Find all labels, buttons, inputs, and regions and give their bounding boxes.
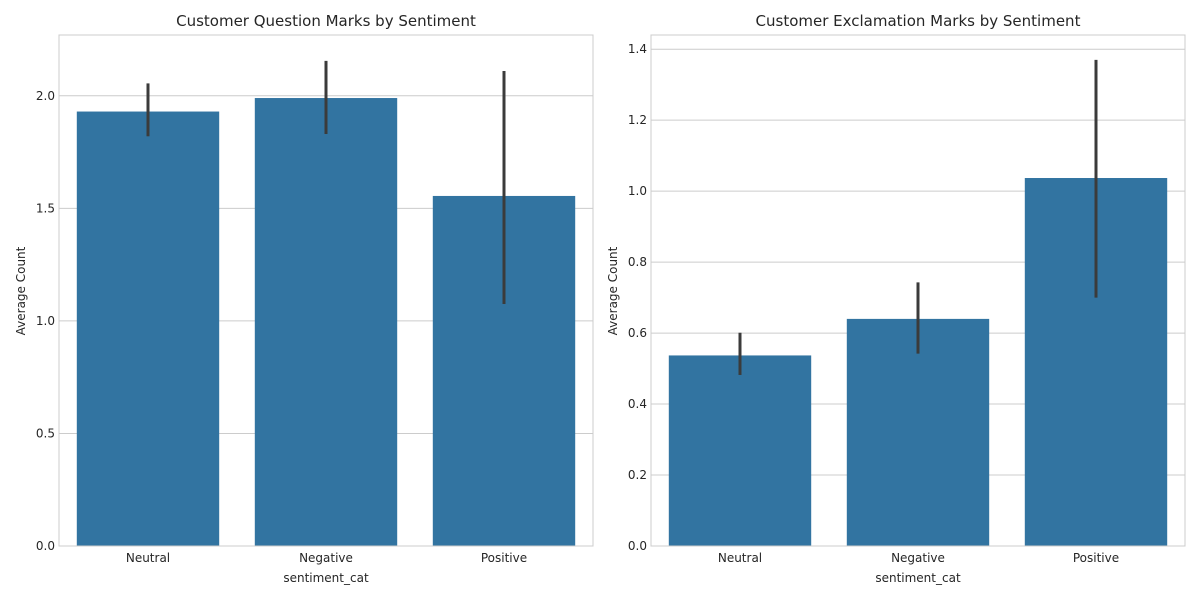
x-tick-label: Negative (891, 551, 945, 565)
plot-frame (650, 34, 1186, 547)
bar (846, 318, 990, 546)
y-tick-label: 1.5 (36, 201, 55, 215)
y-tick-label: 0.8 (628, 255, 647, 269)
y-tick-label: 1.0 (36, 314, 55, 328)
y-tick-label: 0.0 (628, 539, 647, 553)
x-axis-label: sentiment_cat (875, 571, 961, 585)
bar (254, 98, 398, 547)
x-tick-label: Negative (299, 551, 353, 565)
y-tick-label: 1.0 (628, 184, 647, 198)
exclamation-marks-panel: Customer Exclamation Marks by Sentiment … (606, 12, 1186, 585)
bar (668, 355, 812, 546)
y-tick-label: 0.0 (36, 539, 55, 553)
x-tick-label: Positive (1073, 551, 1119, 565)
x-tick-label: Neutral (126, 551, 170, 565)
y-tick-label: 0.4 (628, 397, 647, 411)
chart-title: Customer Question Marks by Sentiment (176, 12, 476, 30)
x-tick-label: Positive (481, 551, 527, 565)
x-tick-label: Neutral (718, 551, 762, 565)
y-tick-label: 0.5 (36, 426, 55, 440)
y-tick-label: 0.2 (628, 468, 647, 482)
y-tick-label: 0.6 (628, 326, 647, 340)
chart-title: Customer Exclamation Marks by Sentiment (756, 12, 1081, 30)
bar (76, 111, 220, 546)
y-axis-label: Average Count (606, 246, 620, 335)
y-tick-label: 2.0 (36, 89, 55, 103)
x-axis-label: sentiment_cat (283, 571, 369, 585)
y-axis-label: Average Count (14, 246, 28, 335)
y-tick-label: 1.2 (628, 113, 647, 127)
question-marks-panel: Customer Question Marks by Sentiment Ave… (14, 12, 594, 585)
plot-frame (58, 34, 594, 547)
y-tick-label: 1.4 (628, 42, 647, 56)
